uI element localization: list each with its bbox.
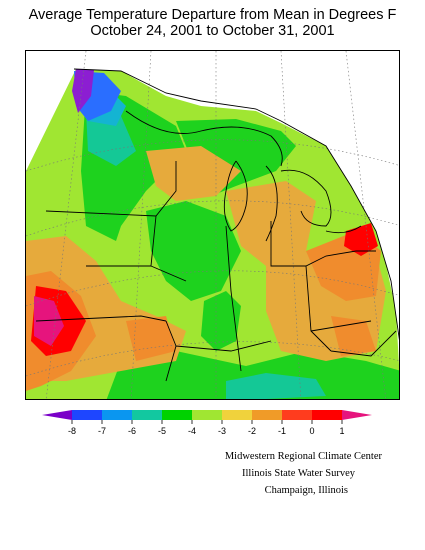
credit-center: Midwestern Regional Climate Center — [224, 451, 382, 462]
legend-tick-label: -2 — [248, 426, 256, 436]
great-lakes — [125, 110, 362, 242]
graticule — [26, 51, 399, 399]
temperature-map — [25, 50, 400, 400]
color-legend: -8 -7 -6 -5 -4 -3 -2 -1 0 1 — [42, 410, 372, 436]
map-region-teal — [86, 111, 136, 166]
legend-tick-label: -5 — [158, 426, 166, 436]
legend-tick-label: -6 — [128, 426, 136, 436]
legend-swatch — [42, 410, 72, 420]
map-region-green-spot — [201, 291, 241, 351]
legend-swatch — [342, 410, 372, 420]
map-region-yellow-north — [146, 146, 241, 201]
domain-edge — [73, 68, 399, 341]
map-outside-domain — [121, 51, 399, 337]
legend-swatch — [102, 410, 133, 420]
legend-tick-label: 0 — [309, 426, 314, 436]
map-region-teal-south — [226, 373, 326, 399]
legend-tick-label: -3 — [218, 426, 226, 436]
credit-survey: Illinois State Water Survey — [242, 468, 355, 479]
map-title: Average Temperature Departure from Mean … — [28, 7, 397, 23]
boundary-lines — [35, 161, 397, 382]
map-region-red-east — [344, 223, 378, 256]
legend-tick-label: -8 — [68, 426, 76, 436]
legend-swatch — [222, 410, 253, 420]
map-outside-domain-left — [26, 51, 76, 161]
map-region-green-mid — [146, 201, 241, 301]
legend-tick-label: -7 — [98, 426, 106, 436]
map-region-orange-south — [126, 316, 176, 361]
credit-location: Champaign, Illinois — [264, 485, 348, 496]
legend-tick-label: 1 — [339, 426, 344, 436]
legend-swatch — [132, 410, 163, 420]
legend-swatch — [282, 410, 313, 420]
legend-swatch — [252, 410, 283, 420]
legend-swatch — [72, 410, 103, 420]
legend-tick-label: -4 — [188, 426, 196, 436]
boundaries — [35, 68, 399, 382]
map-region-green-south — [106, 351, 399, 399]
legend-tick-label: -1 — [278, 426, 286, 436]
legend-swatch — [162, 410, 193, 420]
legend-swatch — [312, 410, 343, 420]
legend-swatch — [192, 410, 223, 420]
map-date-range: October 24, 2001 to October 31, 2001 — [90, 23, 335, 39]
map-region-purple — [72, 69, 94, 113]
map-region-magenta-west — [34, 296, 64, 346]
